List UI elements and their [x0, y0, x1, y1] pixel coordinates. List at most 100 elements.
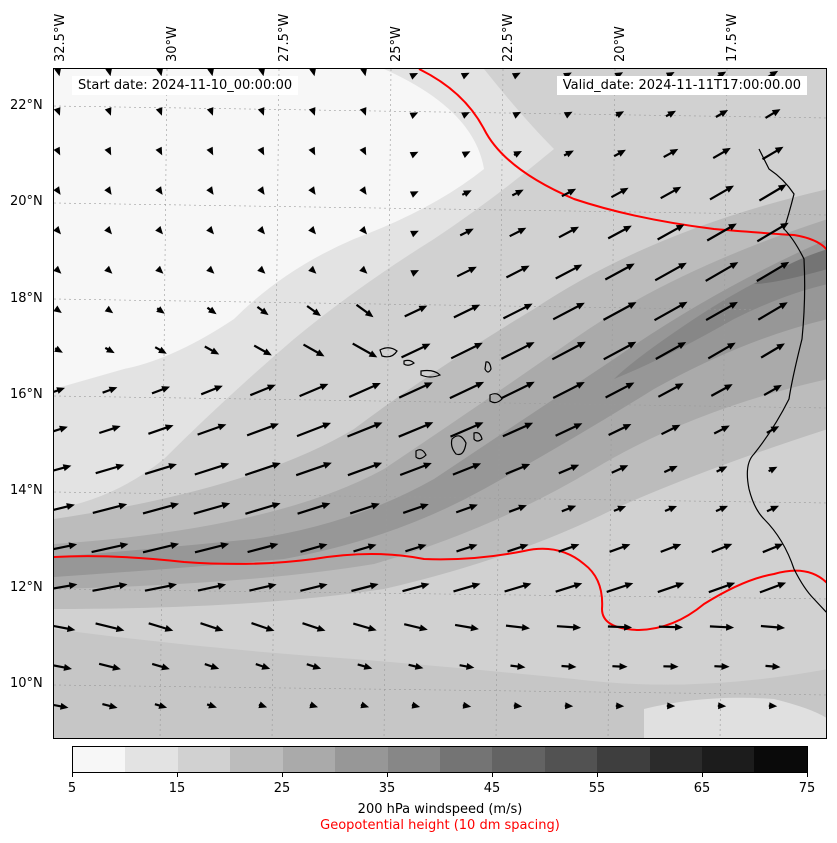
wind-vector-arrow [91, 542, 129, 554]
wind-vector-arrow [658, 623, 684, 631]
wind-vector-arrow [200, 385, 223, 396]
wind-vector-arrow [296, 422, 331, 438]
wind-vector-arrow [309, 69, 316, 77]
wind-vector-arrow [258, 69, 265, 77]
wind-vector-arrow [561, 188, 577, 198]
wind-vector-arrow [300, 543, 328, 553]
wind-vector-arrow [154, 346, 167, 354]
windspeed-band-45-50 [754, 249, 826, 284]
wind-vector-arrow [246, 423, 279, 437]
wind-vector-arrow [405, 543, 427, 553]
wind-vector-arrow [561, 663, 577, 670]
wind-vector-arrow [456, 543, 478, 553]
wind-vector-arrow [663, 663, 679, 670]
lat-label-22n: 22°N [10, 98, 43, 113]
wind-vector-arrow [302, 343, 325, 357]
wind-vector-arrow [513, 151, 522, 158]
wind-vector-arrow [409, 151, 419, 159]
colorbar-tick-55: 55 [588, 781, 606, 796]
wind-vector-arrow [614, 72, 624, 80]
colorbar-tickmark [387, 773, 388, 777]
wind-vector-arrow [555, 264, 583, 280]
wind-vector-arrow [102, 702, 118, 710]
wind-vector-arrow [717, 702, 727, 710]
wind-vector-arrow [766, 505, 779, 513]
wind-vector-arrow [765, 663, 781, 670]
wind-vector-arrow [609, 543, 631, 553]
wind-vector-arrow [156, 306, 165, 314]
wind-vector-arrow [450, 422, 484, 438]
wind-vector-arrow [348, 383, 381, 399]
wind-vector-arrow [253, 344, 272, 356]
wind-vector-arrow [104, 265, 113, 274]
lon-label-22-5w: 22.5°W [501, 13, 516, 62]
wind-vector-arrow [764, 109, 781, 119]
wind-vector-arrow [410, 270, 419, 277]
geopotential-contour-north [418, 69, 826, 251]
wind-vector-arrow [92, 582, 128, 592]
wind-vector-arrow [459, 228, 474, 237]
wind-vector-arrow [611, 465, 629, 474]
wind-vector-arrow [410, 230, 419, 238]
lat-label-18n: 18°N [10, 291, 43, 306]
valid-date-label: Valid_date: 2024-11-11T17:00:00.00 [556, 76, 807, 95]
wind-vector-arrow [663, 148, 679, 159]
wind-vector-arrow [251, 622, 275, 632]
wind-vector-arrow [509, 227, 527, 238]
wind-vector-arrow [207, 69, 214, 77]
wind-vector-arrow [144, 463, 177, 475]
island-sao-vicente [403, 359, 415, 366]
colorbar-swatch [230, 747, 283, 772]
wind-vector-arrow [206, 265, 215, 274]
colorbar-tickmark [597, 773, 598, 777]
wind-vector-arrow [102, 386, 118, 394]
wind-vector-arrow [297, 502, 331, 515]
wind-vector-arrow [104, 305, 114, 314]
wind-vector-arrow [461, 151, 471, 158]
wind-vector-arrow [352, 622, 377, 632]
wind-vector-arrow [505, 624, 530, 631]
lon-label-27-5w: 27.5°W [277, 13, 292, 62]
island-santiago [450, 435, 467, 456]
wind-vector-arrow [665, 72, 675, 79]
wind-vector-arrow [453, 582, 481, 593]
wind-vector-arrow [665, 110, 676, 118]
wind-vector-arrow [602, 302, 637, 321]
colorbar-swatch [702, 747, 755, 772]
wind-vector-arrow [508, 504, 527, 513]
wind-vector-arrow [403, 623, 428, 632]
graticule [54, 69, 826, 738]
wind-vector-arrow [664, 505, 677, 513]
wind-vector-arrow [757, 302, 788, 321]
wind-vector-arrow [512, 111, 522, 119]
wind-vector-arrow [156, 69, 163, 77]
wind-vector-arrow [603, 341, 637, 361]
wind-vector-arrow [660, 186, 682, 200]
wind-vector-arrow [257, 107, 265, 116]
lon-label-25w: 25°W [389, 26, 404, 62]
colorbar-swatch [73, 747, 126, 772]
wind-vector-arrow [308, 146, 316, 156]
windspeed-band-35-40 [54, 239, 826, 577]
wind-vector-arrow [615, 702, 625, 710]
wind-vector-arrow [409, 191, 419, 198]
wind-vector-arrow [355, 303, 374, 318]
windspeed-band-5-10-west [54, 69, 174, 329]
wind-vector-arrow [308, 265, 317, 274]
wind-vector-arrow [142, 542, 179, 554]
wind-vector-arrow [604, 263, 635, 281]
wind-vector-arrow [359, 107, 367, 116]
lat-label-12n: 12°N [10, 580, 43, 595]
wind-vector-arrow [563, 72, 572, 80]
colorbar-tickmark [492, 773, 493, 777]
wind-vector-arrow [197, 582, 227, 592]
wind-vector-arrow [768, 702, 778, 710]
wind-vector-arrow [193, 502, 231, 515]
wind-vector-arrow [257, 146, 265, 156]
wind-vector-arrow [759, 582, 787, 594]
wind-vector-arrow [244, 462, 281, 477]
wind-vector-arrow [505, 265, 530, 279]
wind-vector-arrow [54, 624, 76, 632]
windspeed-band-south-lightest [644, 697, 826, 738]
lon-label-20w: 20°W [613, 26, 628, 62]
